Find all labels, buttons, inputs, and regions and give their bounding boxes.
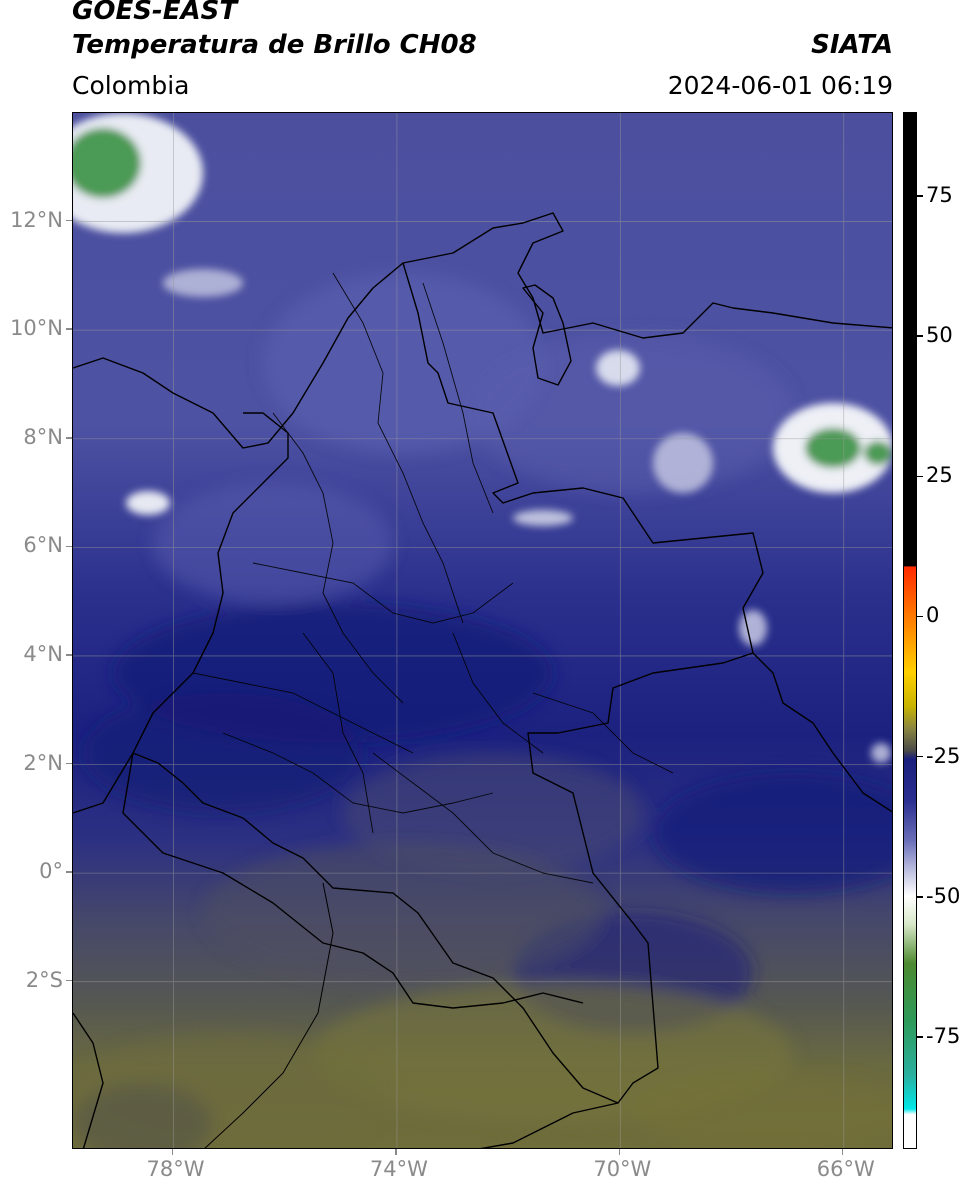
- y-tick-mark: [66, 545, 72, 548]
- colorbar-tick-mark: [917, 896, 923, 898]
- x-tick-mark: [395, 1149, 397, 1155]
- map-canvas: [73, 113, 892, 1148]
- colorbar-tick-mark: [917, 195, 923, 197]
- y-tick-mark: [66, 654, 72, 656]
- y-tick-label: 2°N: [23, 750, 63, 775]
- caribbean-coast: [73, 212, 892, 449]
- peru-border-thin: [204, 882, 334, 1148]
- borders: [73, 212, 892, 1148]
- brazil-south: [480, 1102, 619, 1148]
- y-tick-mark: [66, 871, 72, 873]
- y-tick-label: 4°N: [23, 641, 63, 666]
- colorbar-tick-label: -50: [926, 883, 961, 908]
- colorbar-tick-label: 25: [926, 463, 953, 488]
- y-tick-mark: [66, 762, 72, 765]
- agency-label: SIATA: [811, 30, 893, 60]
- satellite-map: [72, 112, 893, 1149]
- colorbar-tick-mark: [917, 335, 923, 337]
- region-label: Colombia: [72, 71, 190, 100]
- colorbar-tick-label: -75: [926, 1023, 961, 1048]
- x-tick-mark: [171, 1149, 174, 1155]
- y-tick-mark: [66, 979, 72, 982]
- y-tick-mark: [66, 437, 72, 439]
- x-tick-mark: [618, 1149, 621, 1155]
- colombia-border: [132, 262, 764, 1104]
- colorbar-tick-mark: [917, 475, 923, 478]
- colorbar-tick-mark: [917, 615, 923, 618]
- colorbar-tick-label: 50: [926, 323, 953, 348]
- colorbar-tick-mark: [917, 1036, 923, 1038]
- title-line-2: Temperatura de Brillo CH08: [72, 30, 477, 60]
- cold-cloud-tops: [73, 113, 892, 763]
- title-line-1: GOES-EAST: [72, 0, 238, 26]
- colorbar: [903, 112, 917, 1149]
- timestamp-label: 2024-06-01 06:19: [667, 71, 893, 100]
- ecuador-peru-border: [122, 752, 584, 1009]
- pacific-coast: [73, 752, 134, 1148]
- maracaibo-lake: [522, 284, 572, 386]
- colorbar-tick-label: 0: [926, 603, 940, 628]
- colorbar-tick-mark: [917, 755, 923, 758]
- y-tick-mark: [66, 219, 72, 222]
- colorbar-tick-label: -25: [926, 743, 961, 768]
- x-tick-label: 74°W: [369, 1157, 428, 1181]
- x-tick-label: 70°W: [593, 1157, 652, 1181]
- y-tick-mark: [66, 328, 72, 330]
- gridlines: [73, 113, 892, 1148]
- x-tick-label: 66°W: [816, 1157, 875, 1181]
- y-tick-label: 2°S: [25, 967, 63, 992]
- colorbar-tick-label: 75: [926, 183, 953, 208]
- y-tick-label: 0°: [39, 859, 63, 884]
- x-tick-mark: [841, 1149, 844, 1155]
- y-tick-label: 8°N: [23, 424, 63, 449]
- venezuela-brazil-border: [752, 652, 892, 813]
- y-tick-label: 10°N: [10, 316, 63, 341]
- y-tick-label: 12°N: [10, 207, 63, 232]
- cloud-texture: [73, 273, 892, 1148]
- x-tick-label: 78°W: [146, 1157, 205, 1181]
- admin-boundaries: [192, 272, 674, 884]
- y-tick-label: 6°N: [23, 533, 63, 558]
